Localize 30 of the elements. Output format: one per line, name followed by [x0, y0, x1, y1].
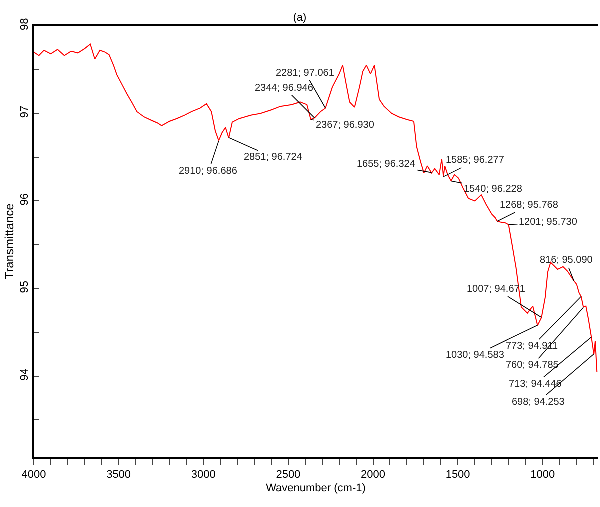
annotation: 1268; 95.768	[500, 200, 559, 211]
y-tick-label: 94	[18, 368, 31, 381]
annotation: 1585; 96.277	[446, 155, 505, 166]
x-tick-label: 3000	[191, 468, 216, 481]
x-tick-label: 2500	[276, 468, 301, 481]
chart-title: (a)	[293, 12, 307, 24]
x-tick-label: 3500	[106, 468, 132, 481]
line-series	[34, 44, 598, 373]
x-axis-title: Wavenumber (cm-1)	[266, 482, 366, 495]
annotation: 1030; 94.583	[446, 350, 505, 361]
y-tick-label: 95	[18, 281, 31, 294]
y-tick-label: 98	[18, 18, 31, 30]
annotation: 2281; 97.061	[276, 68, 335, 79]
annotation: 1201; 95.730	[519, 217, 578, 228]
x-tick-label: 1500	[446, 468, 470, 481]
x-tick-label: 4000	[22, 468, 46, 481]
annotation: 1540; 96.228	[464, 184, 523, 195]
annotation: 2344; 96.946	[255, 83, 314, 94]
annotation: 2367; 96.930	[316, 120, 375, 131]
x-tick-label: 1000	[530, 468, 556, 481]
annotation: 1655; 96.324	[357, 159, 416, 170]
y-axis-title: Transmittance	[2, 203, 17, 280]
y-tick-label: 96	[18, 193, 31, 206]
y-tick-label: 97	[18, 106, 31, 118]
annotation: 760; 94.785	[506, 360, 560, 371]
x-tick-label: 2000	[361, 468, 386, 481]
annotation: 2910; 96.686	[179, 166, 238, 177]
annotation: 816; 95.090	[540, 255, 594, 266]
annotation: 698; 94.253	[512, 397, 566, 408]
annotation: 2851; 96.724	[244, 152, 303, 163]
